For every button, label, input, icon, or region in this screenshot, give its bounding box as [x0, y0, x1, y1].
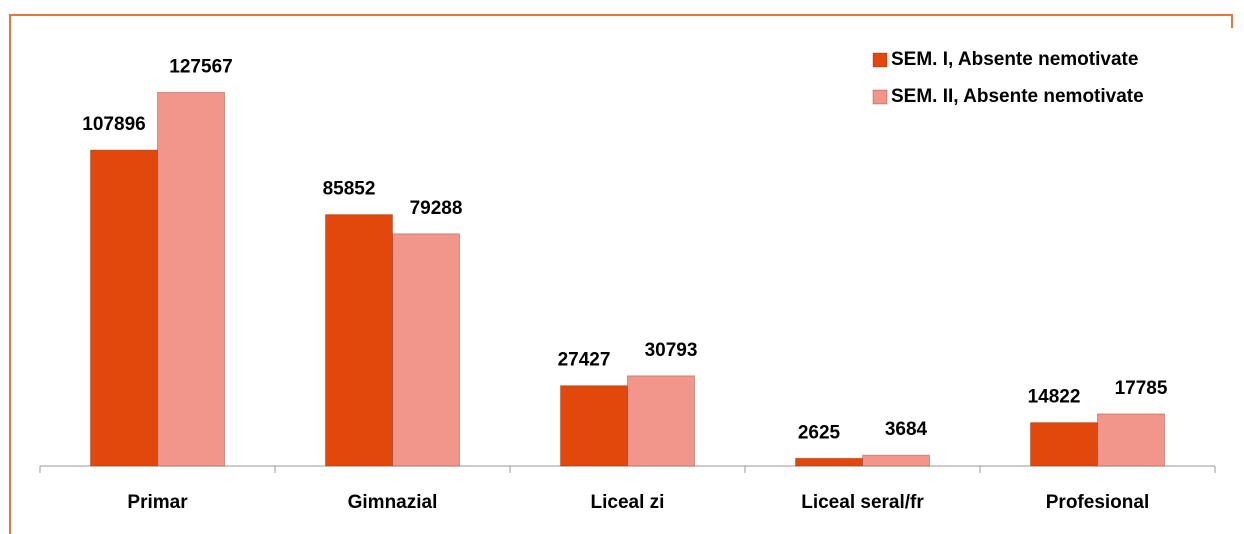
bar — [560, 385, 628, 467]
x-tick-label: Liceal seral/fr — [801, 492, 924, 513]
x-tick-label: Profesional — [1046, 492, 1149, 513]
data-label: 27427 — [558, 350, 611, 371]
x-tick-label: Gimnazial — [348, 492, 438, 513]
x-tick-label: Primar — [127, 492, 188, 513]
data-label: 3684 — [885, 419, 928, 440]
data-label: 17785 — [1115, 378, 1168, 399]
frame — [9, 14, 1233, 534]
bar — [1030, 422, 1098, 467]
bar — [157, 91, 225, 467]
legend-label: SEM. I, Absente nemotivate — [891, 49, 1138, 70]
data-label: 79288 — [410, 198, 463, 219]
data-label: 107896 — [82, 114, 145, 135]
bar — [90, 149, 158, 467]
legend-label: SEM. II, Absente nemotivate — [891, 86, 1144, 107]
bar — [325, 214, 393, 467]
bar — [795, 457, 863, 467]
x-tick-label: Liceal zi — [591, 492, 665, 513]
data-label: 14822 — [1028, 387, 1081, 408]
bar — [627, 375, 695, 467]
legend-swatch — [872, 89, 888, 105]
bar — [392, 233, 460, 467]
bar — [1097, 413, 1165, 467]
bar — [862, 454, 930, 467]
legend-swatch — [872, 52, 888, 68]
data-label: 127567 — [169, 56, 232, 77]
data-label: 30793 — [645, 340, 698, 361]
data-label: 85852 — [323, 179, 376, 200]
data-label: 2625 — [798, 422, 841, 443]
